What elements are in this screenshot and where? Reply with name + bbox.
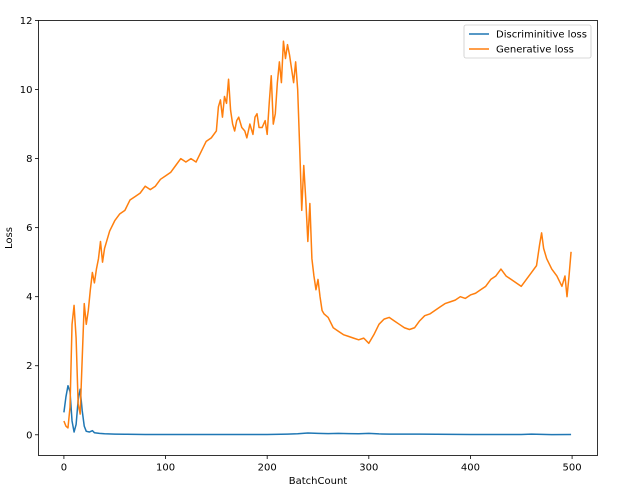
legend-box xyxy=(463,24,592,59)
y-tick-label: 12 xyxy=(20,16,33,27)
legend-label: Discriminitive loss xyxy=(496,30,587,41)
y-axis-label: Loss xyxy=(4,227,15,249)
x-tick-label: 400 xyxy=(461,463,480,474)
y-axis: 0 2 4 6 8 10 12 xyxy=(20,16,39,441)
x-axis-label: BatchCount xyxy=(289,476,348,487)
x-tick-label: 500 xyxy=(563,463,582,474)
x-tick-label: 100 xyxy=(156,463,175,474)
series-layer xyxy=(63,40,572,436)
series-line-generative-loss xyxy=(63,40,572,429)
y-tick-label: 2 xyxy=(26,361,32,372)
plot-area: 0 100 200 300 400 500 0 2 4 6 8 10 12 xyxy=(20,16,598,474)
x-tick-label: 0 xyxy=(61,463,67,474)
y-tick-label: 0 xyxy=(26,430,32,441)
y-tick-label: 4 xyxy=(26,292,32,303)
y-tick-label: 10 xyxy=(20,85,33,96)
plot-frame xyxy=(38,20,598,456)
y-tick-label: 8 xyxy=(26,154,32,165)
legend: Discriminitive loss Generative loss xyxy=(463,24,592,59)
x-tick-label: 200 xyxy=(258,463,277,474)
x-tick-label: 300 xyxy=(359,463,378,474)
x-axis: 0 100 200 300 400 500 xyxy=(61,455,582,474)
series-line-discriminitive-loss xyxy=(63,385,572,436)
y-tick-label: 6 xyxy=(26,223,32,234)
legend-label: Generative loss xyxy=(496,45,574,56)
